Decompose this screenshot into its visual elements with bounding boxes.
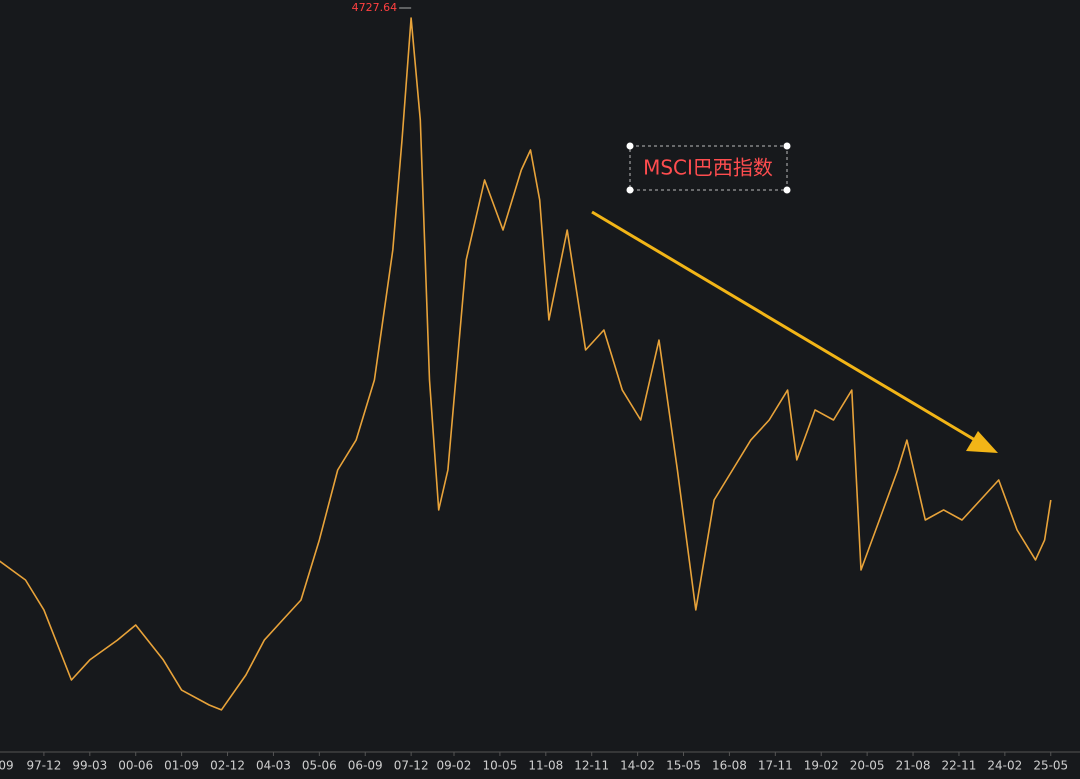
x-tick-label: 24-02 (987, 759, 1022, 773)
x-tick-label: 22-11 (942, 759, 977, 773)
x-tick-label: 99-03 (72, 759, 107, 773)
handle (626, 142, 634, 150)
price-line (0, 17, 1052, 711)
x-tick-label: 19-02 (804, 759, 839, 773)
x-tick-label: 01-09 (164, 759, 199, 773)
handle (626, 186, 634, 194)
x-tick-label: 15-05 (666, 759, 701, 773)
x-tick-label: 21-08 (896, 759, 931, 773)
annotation-box (629, 145, 788, 191)
x-tick-label: 11-08 (528, 759, 563, 773)
x-tick-label: 04-03 (256, 759, 291, 773)
x-tick-label: 97-12 (26, 759, 61, 773)
x-tick-label: 02-12 (210, 759, 245, 773)
trend-arrow-head (966, 431, 998, 453)
x-tick-label: 06-09 (348, 759, 383, 773)
x-tick-label: 09 (0, 759, 14, 773)
x-tick-label: 17-11 (758, 759, 793, 773)
x-tick-label: 05-06 (302, 759, 337, 773)
x-tick-label: 00-06 (118, 759, 153, 773)
plot-area (0, 17, 1052, 711)
x-tick-label: 07-12 (394, 759, 429, 773)
trend-arrow (591, 210, 976, 442)
handle (783, 142, 791, 150)
x-tick-label: 10-05 (482, 759, 517, 773)
x-tick-label: 14-02 (620, 759, 655, 773)
x-tick-label: 16-08 (712, 759, 747, 773)
high-label: 4727.64 (352, 1, 398, 14)
handle (783, 186, 791, 194)
annotation: MSCI巴西指数 (643, 156, 773, 180)
x-tick-label: 12-11 (574, 759, 609, 773)
x-tick-label: 20-05 (850, 759, 885, 773)
x-tick-label: 09-02 (437, 759, 472, 773)
x-tick-label: 25-05 (1033, 759, 1068, 773)
